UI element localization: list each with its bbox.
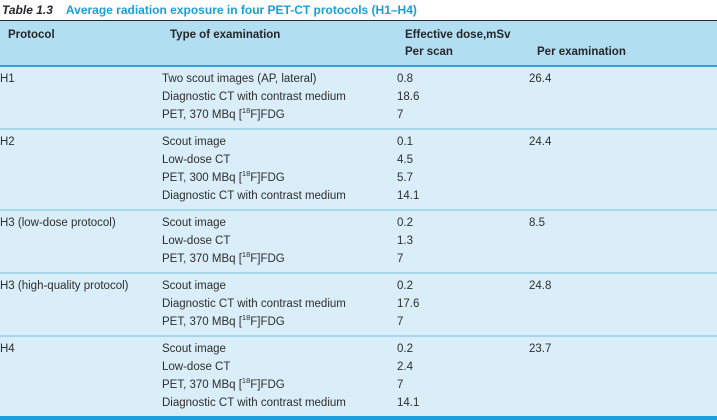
protocol-row: H4 Scout image Low-dose CT PET, 370 MBq [18… <box>0 335 717 416</box>
col-header-type-of-examination: Type of examination <box>170 29 281 41</box>
col-header-per-scan: Per scan <box>405 46 453 58</box>
table-number: Table 1.3 <box>2 3 53 17</box>
per-scan-value: 7 <box>397 253 404 265</box>
per-scan-value: 2.4 <box>397 361 413 373</box>
examination-type: Diagnostic CT with contrast medium <box>162 91 346 103</box>
protocol-name: H2 <box>0 136 15 148</box>
per-examination-value: 24.8 <box>529 280 552 292</box>
protocol-row: H3 (low-dose protocol) Scout image Low-dos… <box>0 209 717 272</box>
per-scan-value: 0.1 <box>397 136 413 148</box>
examination-type: Two scout images (AP, lateral) <box>162 73 317 85</box>
per-scan-value: 0.2 <box>397 280 413 292</box>
per-scan-list: 0.8 18.6 7 <box>397 70 529 124</box>
per-scan-value: 5.7 <box>397 172 413 184</box>
table-body: H1 Two scout images (AP, lateral) Diagnost… <box>0 67 717 416</box>
col-header-per-examination: Per examination <box>537 46 626 58</box>
protocol-name: H3 (low-dose protocol) <box>0 217 116 229</box>
table-title: Average radiation exposure in four PET-C… <box>65 3 417 17</box>
per-scan-value: 14.1 <box>397 190 420 202</box>
radiation-exposure-table: Protocol Type of examination Effective d… <box>0 20 717 420</box>
per-scan-value: 7 <box>397 379 404 391</box>
per-scan-value: 7 <box>397 109 404 121</box>
examination-type: PET, 370 MBq [18F]FDG <box>162 376 285 391</box>
examination-type: Diagnostic CT with contrast medium <box>162 397 346 409</box>
per-examination-value: 26.4 <box>529 73 552 85</box>
col-header-effective-dose: Effective dose,mSv <box>405 29 511 41</box>
examination-type: Diagnostic CT with contrast medium <box>162 190 346 202</box>
per-examination-value: 24.4 <box>529 136 552 148</box>
examination-type: Low-dose CT <box>162 361 231 373</box>
per-scan-value: 17.6 <box>397 298 420 310</box>
protocol-name: H3 (high-quality protocol) <box>0 280 129 292</box>
examination-list: Scout image Diagnostic CT with contrast m… <box>162 277 397 331</box>
per-scan-value: 7 <box>397 316 404 328</box>
examination-type: PET, 370 MBq [18F]FDG <box>162 313 285 328</box>
examination-type: PET, 300 MBq [18F]FDG <box>162 169 285 184</box>
per-scan-value: 0.2 <box>397 217 413 229</box>
per-scan-value: 0.2 <box>397 343 413 355</box>
per-scan-list: 0.2 17.6 7 <box>397 277 529 331</box>
examination-type: Diagnostic CT with contrast medium <box>162 298 346 310</box>
per-scan-list: 0.2 1.3 7 <box>397 214 529 268</box>
per-examination-value: 23.7 <box>529 343 552 355</box>
table-header: Protocol Type of examination Effective d… <box>0 21 717 67</box>
table-bottom-rule <box>0 416 717 420</box>
examination-list: Two scout images (AP, lateral) Diagnostic… <box>162 70 397 124</box>
examination-type: Low-dose CT <box>162 235 231 247</box>
examination-list: Scout image Low-dose CT PET, 370 MBq [18F]… <box>162 340 397 412</box>
protocol-row: H1 Two scout images (AP, lateral) Diagnost… <box>0 67 717 128</box>
per-scan-value: 18.6 <box>397 91 420 103</box>
protocol-name: H1 <box>0 73 15 85</box>
protocol-name: H4 <box>0 343 15 355</box>
examination-type: Scout image <box>162 280 226 292</box>
examination-type: PET, 370 MBq [18F]FDG <box>162 106 285 121</box>
per-scan-value: 4.5 <box>397 154 413 166</box>
protocol-row: H3 (high-quality protocol) Scout image Dia… <box>0 272 717 335</box>
examination-type: Scout image <box>162 136 226 148</box>
per-scan-value: 1.3 <box>397 235 413 247</box>
examination-type: Scout image <box>162 343 226 355</box>
examination-list: Scout image Low-dose CT PET, 300 MBq [18F]… <box>162 133 397 205</box>
examination-type: Scout image <box>162 217 226 229</box>
per-scan-list: 0.2 2.4 7 14.1 <box>397 340 529 412</box>
protocol-row: H2 Scout image Low-dose CT PET, 300 MBq [18… <box>0 128 717 209</box>
per-scan-list: 0.1 4.5 5.7 14.1 <box>397 133 529 205</box>
per-scan-value: 14.1 <box>397 397 420 409</box>
per-scan-value: 0.8 <box>397 73 413 85</box>
examination-list: Scout image Low-dose CT PET, 370 MBq [18F]… <box>162 214 397 268</box>
examination-type: Low-dose CT <box>162 154 231 166</box>
examination-type: PET, 370 MBq [18F]FDG <box>162 250 285 265</box>
per-examination-value: 8.5 <box>529 217 545 229</box>
col-header-protocol: Protocol <box>8 29 55 41</box>
table-caption: Table 1.3 Average radiation exposure in … <box>0 0 717 20</box>
